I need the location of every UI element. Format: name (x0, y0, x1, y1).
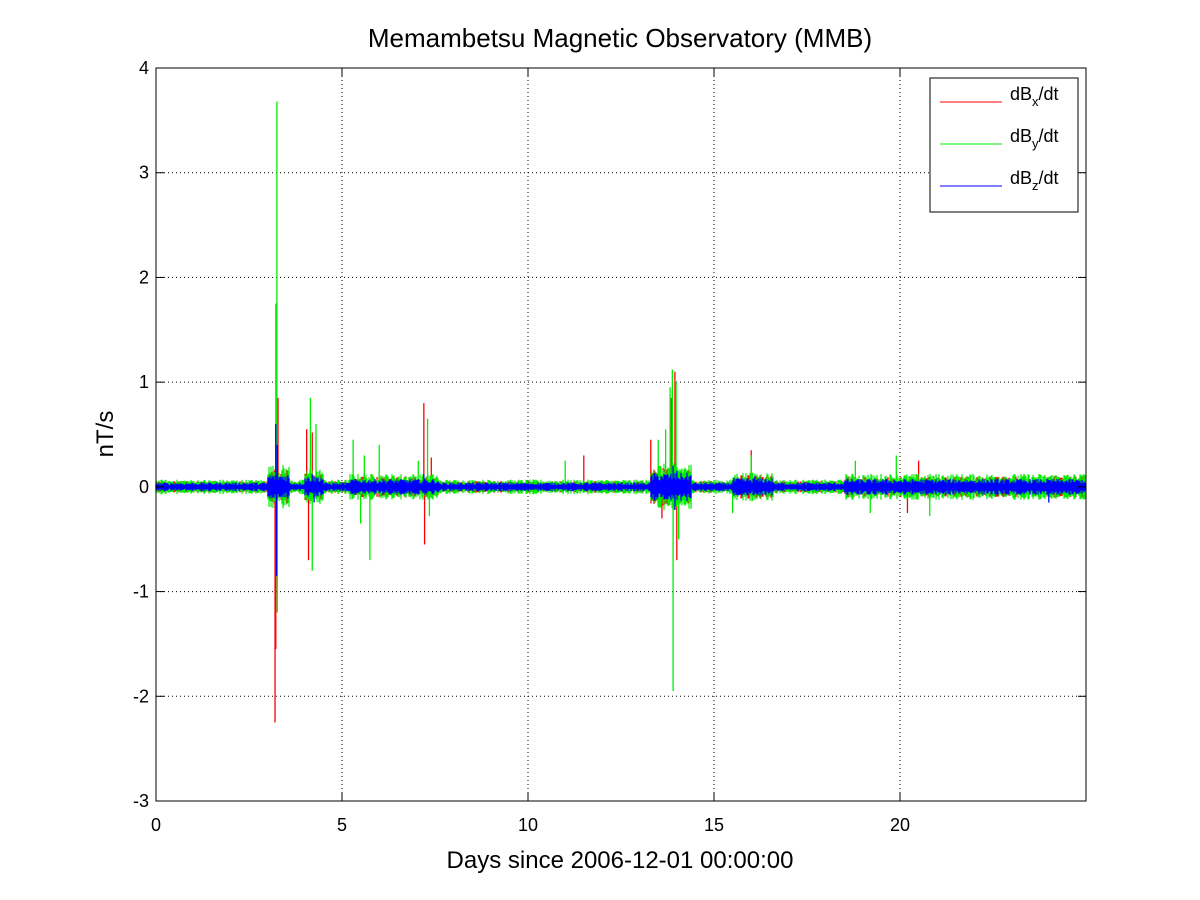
legend-box (929, 77, 1079, 213)
legend-label-y: dBy/dt (1010, 126, 1059, 151)
plot-frame (155, 67, 1087, 802)
y-tick-label: 2 (139, 267, 149, 287)
y-tick-label: 0 (139, 477, 149, 497)
legend: dBx/dt dBy/dt dBz/dt (929, 77, 1079, 213)
axis-ticks: 0 5 10 15 20 -3 -2 -1 0 1 2 3 4 (133, 58, 1086, 835)
y-tick-label: -1 (133, 582, 149, 602)
x-tick-label: 5 (337, 815, 347, 835)
x-tick-label: 15 (704, 815, 724, 835)
chart-title: Memambetsu Magnetic Observatory (MMB) (368, 23, 872, 53)
y-tick-label: -3 (133, 791, 149, 811)
y-tick-label: -2 (133, 686, 149, 706)
y-tick-label: 4 (139, 58, 149, 78)
x-axis-label: Days since 2006-12-01 00:00:00 (447, 847, 794, 874)
legend-label-z: dBz/dt (1010, 168, 1059, 193)
x-tick-label: 20 (890, 815, 910, 835)
x-tick-label: 0 (151, 815, 161, 835)
x-tick-label: 10 (518, 815, 538, 835)
y-tick-label: 1 (139, 372, 149, 392)
legend-label-x: dBx/dt (1010, 84, 1059, 109)
y-axis-label: nT/s (92, 411, 119, 458)
y-tick-label: 3 (139, 163, 149, 183)
